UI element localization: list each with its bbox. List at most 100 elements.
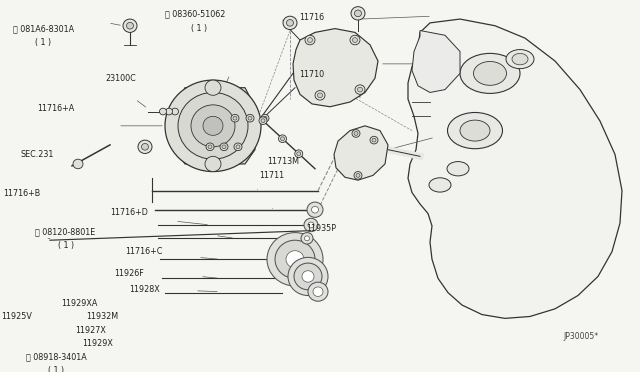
Circle shape (234, 143, 242, 151)
Text: 11713M: 11713M (268, 157, 300, 166)
Circle shape (248, 116, 252, 120)
Circle shape (297, 152, 301, 155)
Circle shape (165, 80, 261, 171)
Text: 11716+A: 11716+A (37, 104, 74, 113)
Text: JP30005*: JP30005* (563, 332, 598, 341)
Text: 11928X: 11928X (129, 285, 160, 294)
Ellipse shape (506, 49, 534, 69)
Ellipse shape (429, 178, 451, 192)
Circle shape (370, 136, 378, 144)
Circle shape (261, 115, 269, 122)
Circle shape (350, 35, 360, 45)
Circle shape (267, 232, 323, 286)
Text: 11925V: 11925V (1, 312, 32, 321)
Polygon shape (293, 29, 378, 107)
Text: 11927X: 11927X (76, 326, 106, 335)
Circle shape (354, 171, 362, 179)
Circle shape (308, 222, 314, 228)
Circle shape (356, 173, 360, 177)
Circle shape (294, 263, 322, 290)
Circle shape (261, 119, 265, 123)
Text: 11716+D: 11716+D (110, 208, 148, 217)
Circle shape (138, 140, 152, 154)
Circle shape (308, 282, 328, 301)
Circle shape (259, 117, 267, 125)
Circle shape (358, 87, 362, 92)
Circle shape (233, 116, 237, 120)
Circle shape (301, 232, 313, 244)
Text: 11929XA: 11929XA (61, 299, 97, 308)
Circle shape (372, 138, 376, 142)
Ellipse shape (474, 61, 506, 85)
Text: Ⓢ 08360-51062: Ⓢ 08360-51062 (165, 10, 225, 19)
Circle shape (222, 145, 226, 149)
Circle shape (312, 206, 319, 213)
Text: 11926F: 11926F (114, 269, 143, 278)
Circle shape (282, 247, 308, 272)
Text: 11711: 11711 (259, 171, 284, 180)
Circle shape (280, 137, 285, 141)
Circle shape (159, 108, 166, 115)
Ellipse shape (512, 54, 528, 65)
Circle shape (355, 10, 362, 17)
Circle shape (231, 115, 239, 122)
Text: 11932M: 11932M (86, 312, 118, 321)
Circle shape (313, 287, 323, 296)
Text: ( 1 ): ( 1 ) (191, 24, 207, 33)
Text: 11710: 11710 (300, 70, 324, 79)
Text: 23100C: 23100C (106, 74, 136, 83)
Polygon shape (412, 31, 460, 93)
Circle shape (220, 143, 228, 151)
Circle shape (203, 116, 223, 135)
Text: 11935P: 11935P (306, 224, 336, 233)
Polygon shape (408, 19, 622, 318)
Text: Ⓑ 08120-8801E: Ⓑ 08120-8801E (35, 227, 95, 236)
Circle shape (307, 38, 312, 42)
Circle shape (287, 20, 294, 26)
Circle shape (352, 130, 360, 137)
Circle shape (236, 145, 240, 149)
Circle shape (307, 202, 323, 217)
Circle shape (299, 268, 317, 285)
Text: ( 1 ): ( 1 ) (58, 241, 74, 250)
Circle shape (315, 90, 325, 100)
Circle shape (205, 80, 221, 95)
Text: 11716: 11716 (300, 13, 324, 22)
Polygon shape (334, 126, 388, 180)
Circle shape (141, 144, 148, 150)
Circle shape (305, 236, 310, 241)
Circle shape (354, 132, 358, 135)
Text: ( 1 ): ( 1 ) (35, 38, 51, 47)
Ellipse shape (447, 112, 502, 149)
Circle shape (278, 135, 287, 142)
Circle shape (305, 35, 315, 45)
Circle shape (275, 240, 315, 278)
Circle shape (263, 116, 267, 120)
Circle shape (206, 143, 214, 151)
Circle shape (302, 271, 314, 282)
Circle shape (178, 93, 248, 159)
Circle shape (172, 108, 179, 115)
Circle shape (304, 218, 318, 232)
Ellipse shape (460, 120, 490, 141)
Circle shape (317, 93, 323, 98)
Ellipse shape (460, 54, 520, 93)
Circle shape (166, 108, 173, 115)
Text: Ⓝ 08918-3401A: Ⓝ 08918-3401A (26, 352, 86, 361)
Circle shape (123, 19, 137, 32)
Text: SEC.231: SEC.231 (20, 150, 54, 159)
Text: ( 1 ): ( 1 ) (48, 366, 64, 372)
Circle shape (351, 7, 365, 20)
Circle shape (205, 156, 221, 171)
Polygon shape (175, 88, 255, 164)
Circle shape (208, 145, 212, 149)
Circle shape (191, 105, 235, 147)
Circle shape (73, 159, 83, 169)
Text: 11929X: 11929X (82, 340, 113, 349)
Text: Ⓑ 081A6-8301A: Ⓑ 081A6-8301A (13, 24, 74, 33)
Text: 11716+C: 11716+C (125, 247, 162, 256)
Ellipse shape (447, 161, 469, 176)
Circle shape (246, 115, 254, 122)
Circle shape (288, 257, 328, 295)
Circle shape (127, 22, 134, 29)
